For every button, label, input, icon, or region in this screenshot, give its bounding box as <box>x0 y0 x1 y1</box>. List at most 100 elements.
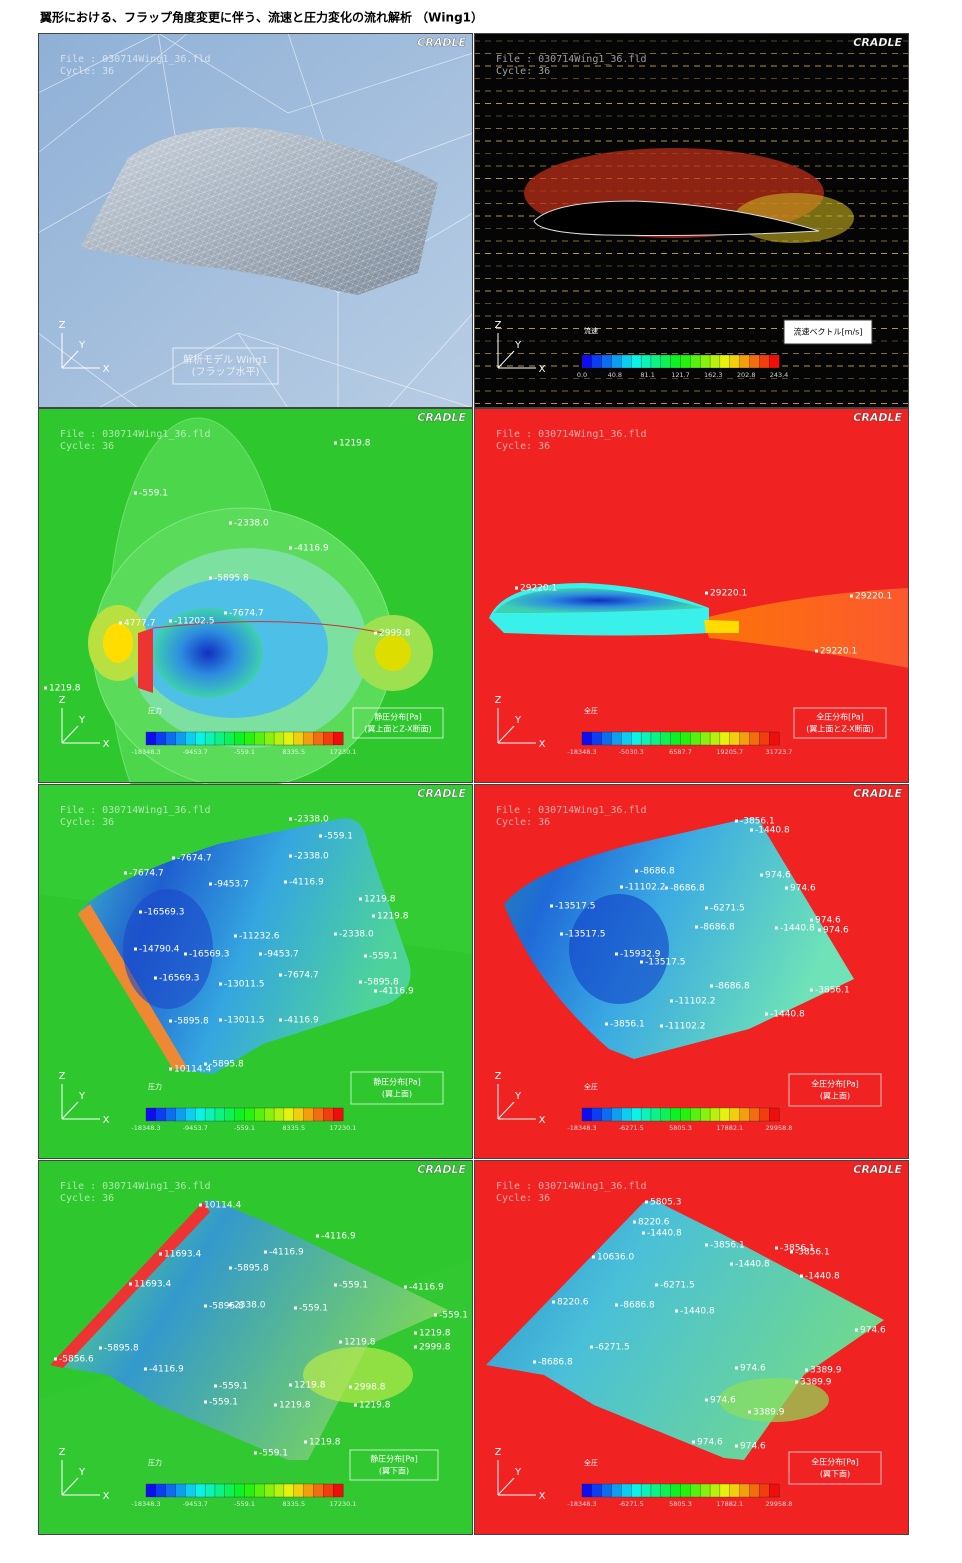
axis-triad <box>61 1084 100 1120</box>
axis-label: Y <box>78 1467 86 1478</box>
caption: 静圧分布[Pa] <box>370 1454 418 1464</box>
point-label: -8686.8 <box>715 982 750 992</box>
colorbar-swatch <box>204 731 216 746</box>
label-marker <box>660 1024 663 1028</box>
caption-box <box>788 1451 882 1485</box>
label-marker <box>850 594 853 598</box>
panel-border <box>474 408 909 783</box>
brand: CRADLE <box>853 787 902 800</box>
colorbar-swatch <box>303 1107 314 1122</box>
label-marker <box>316 1234 319 1238</box>
colorbar-swatch <box>739 354 750 369</box>
brand: CRADLE <box>853 36 902 49</box>
point-label: -16569.3 <box>144 908 184 918</box>
axis-label: Z <box>59 1447 66 1458</box>
colorbar-swatch <box>680 1483 691 1498</box>
colorbar-swatch <box>185 1107 196 1122</box>
cycle: Cycle: 36 <box>496 817 550 828</box>
label-marker <box>800 1274 803 1278</box>
colorbar-swatch <box>759 1107 770 1122</box>
axis-label: Y <box>514 340 522 351</box>
point-label: 1219.8 <box>359 1401 391 1411</box>
colorbar-swatch <box>670 731 681 746</box>
label-marker <box>254 1451 257 1455</box>
colorbar-swatch <box>224 1107 236 1122</box>
point-label: -5895.8 <box>209 1302 244 1312</box>
colorbar-swatch <box>234 1483 245 1498</box>
colorbar-title: 流速 <box>584 326 598 335</box>
file-name: File : 030714Wing1_36.fld <box>60 429 211 440</box>
point-label: -5895.8 <box>234 1264 269 1274</box>
colorbar-swatch <box>283 1107 295 1122</box>
colorbar-swatch <box>729 354 741 369</box>
panel-image <box>474 33 909 408</box>
colorbar-tick: 8335.5 <box>282 1124 305 1132</box>
axis-label: Y <box>514 1467 522 1478</box>
point-label: 29220.1 <box>710 589 747 599</box>
colorbar-swatch <box>680 731 691 746</box>
point-label: -14790.4 <box>139 945 180 955</box>
colorbar-swatch <box>244 1483 255 1498</box>
label-marker <box>374 989 377 993</box>
label-marker <box>795 1380 798 1384</box>
colorbar-swatch <box>640 731 652 746</box>
colorbar-tick: -5030.3 <box>619 748 644 756</box>
colorbar-tick: -9453.7 <box>183 748 208 756</box>
colorbar-swatch <box>175 1483 186 1498</box>
colorbar-swatch <box>332 1483 344 1498</box>
point-label: 10114.4 <box>204 1201 241 1211</box>
colorbar-tick: 17230.1 <box>330 1124 357 1132</box>
caption: 全圧分布[Pa] <box>811 1457 859 1467</box>
colorbar-swatch <box>195 1483 206 1498</box>
point-label: -5895.8 <box>209 1060 244 1070</box>
colorbar-swatch <box>155 731 167 746</box>
axis-label: X <box>103 739 110 750</box>
colorbar-tick: -18348.3 <box>567 1124 596 1132</box>
colorbar-tick: -9453.7 <box>183 1500 208 1508</box>
colorbar-swatch <box>611 354 622 369</box>
colorbar-swatch <box>234 731 245 746</box>
point-label: -11232.6 <box>239 932 280 942</box>
caption: (フラップ水平) <box>192 366 260 378</box>
colorbar-swatch <box>214 1107 226 1122</box>
point-label: -6271.5 <box>710 904 745 914</box>
axis-label: Z <box>495 1071 502 1082</box>
caption: (翼上面) <box>820 1092 850 1101</box>
colorbar-swatch <box>332 1107 344 1122</box>
cycle: Cycle: 36 <box>60 441 114 452</box>
colorbar-swatch <box>293 731 305 746</box>
point-label: 974.6 <box>765 871 791 881</box>
colorbar-swatch <box>601 1107 612 1122</box>
label-marker <box>765 1012 768 1016</box>
colorbar-tick: -18348.3 <box>131 1500 160 1508</box>
label-marker <box>354 1403 357 1407</box>
point-label: 11693.4 <box>134 1280 171 1290</box>
panel-border <box>38 408 473 783</box>
colorbar-swatch <box>690 354 701 369</box>
colorbar-swatch <box>165 1107 176 1122</box>
label-marker <box>134 947 137 951</box>
point-label: 1219.8 <box>279 1401 311 1411</box>
axis-label: Y <box>514 1091 522 1102</box>
colorbar-swatch <box>719 1483 731 1498</box>
colorbar-swatch <box>273 731 285 746</box>
colorbar-swatch <box>680 1107 691 1122</box>
label-marker <box>805 1368 808 1372</box>
label-marker <box>550 904 553 908</box>
point-label: 974.6 <box>740 1364 766 1374</box>
colorbar-swatch <box>759 354 770 369</box>
point-label: -4116.9 <box>409 1283 444 1293</box>
colorbar-swatch <box>175 731 186 746</box>
colorbar-swatch <box>690 1483 701 1498</box>
point-label: 974.6 <box>710 1396 736 1406</box>
colorbar-swatch <box>155 1483 167 1498</box>
colorbar-swatch <box>700 731 711 746</box>
point-label: -4116.9 <box>269 1248 304 1258</box>
colorbar-swatch <box>175 1107 186 1122</box>
image-shape <box>123 889 213 1009</box>
label-marker <box>229 521 232 525</box>
colorbar-tick: 6587.7 <box>669 748 692 756</box>
page-title: 翼形における、フラップ角度変更に伴う、流速と圧力変化の流れ解析 （Wing1） <box>39 10 483 25</box>
colorbar-swatch <box>254 1107 265 1122</box>
file-name: File : 030714Wing1_36.fld <box>60 54 211 65</box>
